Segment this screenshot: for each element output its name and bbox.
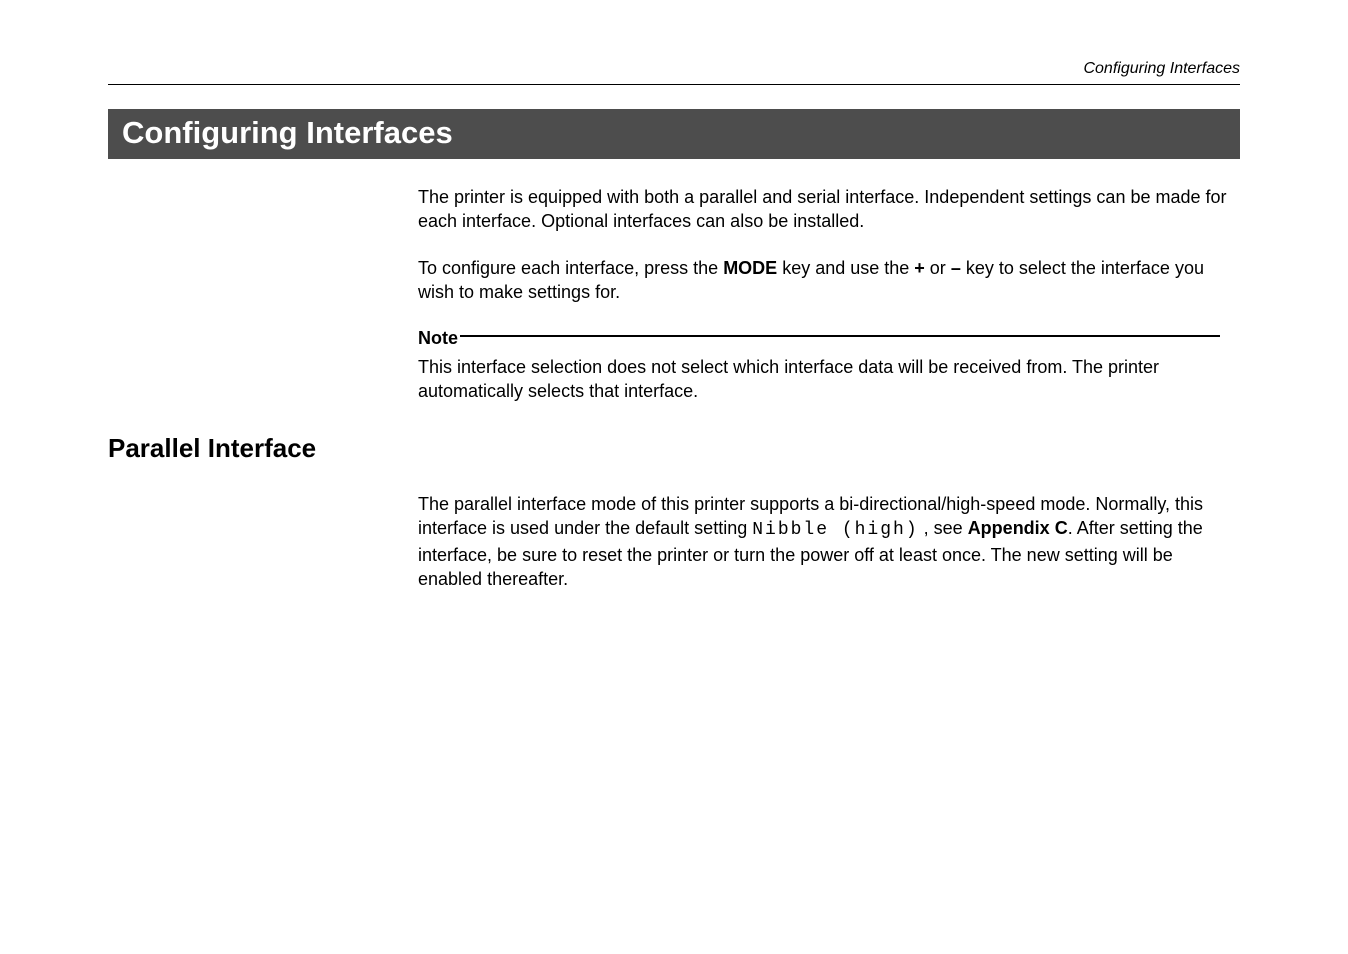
section-banner: Configuring Interfaces	[108, 109, 1240, 159]
note-rule	[460, 335, 1220, 337]
intro-paragraph-1: The printer is equipped with both a para…	[418, 185, 1240, 234]
intro-p2-c: or	[925, 258, 951, 278]
note-body: This interface selection does not select…	[418, 355, 1240, 404]
parallel-paragraph: The parallel interface mode of this prin…	[418, 492, 1240, 591]
body-column: The printer is equipped with both a para…	[418, 185, 1240, 403]
header-rule	[108, 84, 1240, 85]
parallel-body-column: The parallel interface mode of this prin…	[418, 492, 1240, 591]
intro-p2-a: To configure each interface, press the	[418, 258, 723, 278]
running-header: Configuring Interfaces	[108, 60, 1240, 78]
parallel-mono-default: Nibble (high)	[752, 520, 918, 540]
plus-key-label: +	[914, 258, 925, 278]
intro-paragraph-2: To configure each interface, press the M…	[418, 256, 1240, 305]
page-root: Configuring Interfaces Configuring Inter…	[0, 0, 1348, 591]
mode-key-label: MODE	[723, 258, 777, 278]
note-heading-line: Note	[418, 326, 1240, 350]
subhead-parallel-interface: Parallel Interface	[108, 433, 1240, 464]
parallel-p-b: , see	[919, 518, 968, 538]
minus-key-label: –	[951, 258, 961, 278]
intro-p2-b: key and use the	[777, 258, 914, 278]
note-label: Note	[418, 328, 458, 348]
appendix-c-ref: Appendix C	[968, 518, 1068, 538]
